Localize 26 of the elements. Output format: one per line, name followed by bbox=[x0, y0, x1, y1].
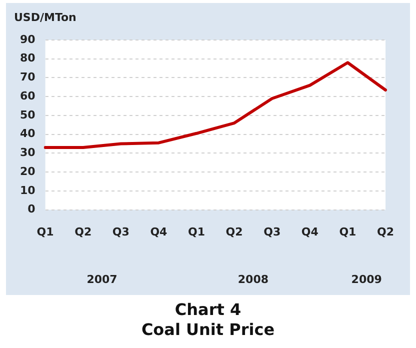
y-tick-label: 80 bbox=[20, 52, 36, 65]
y-tick-label: 30 bbox=[20, 146, 36, 160]
x-tick-label: Q3 bbox=[264, 225, 281, 238]
x-tick-label: Q2 bbox=[226, 225, 243, 238]
y-axis-title: USD/MTon bbox=[14, 10, 76, 24]
x-tick-label: Q4 bbox=[301, 225, 319, 238]
x-tick-label: Q4 bbox=[150, 225, 168, 238]
text: 2007 bbox=[86, 272, 118, 286]
y-tick-label: 10 bbox=[20, 184, 36, 197]
y-tick-label: 40 bbox=[20, 127, 36, 140]
x-tick-label: Q2 bbox=[376, 225, 394, 238]
text: Chart 4 bbox=[174, 300, 242, 320]
text: Coal Unit Price bbox=[140, 320, 276, 340]
text: 2009 bbox=[351, 272, 382, 286]
y-tick-label: 70 bbox=[20, 70, 36, 84]
text: 2008 bbox=[238, 272, 269, 286]
y-tick-label: 20 bbox=[20, 164, 36, 178]
x-tick-label: Q2 bbox=[74, 225, 92, 238]
x-tick-label: Q1 bbox=[36, 225, 54, 238]
x-tick-label: Q1 bbox=[188, 225, 206, 238]
y-tick-label: 60 bbox=[20, 89, 36, 102]
y-tick-label: 50 bbox=[20, 108, 36, 122]
x-tick-label: Q3 bbox=[112, 225, 130, 238]
x-tick-label: Q1 bbox=[339, 225, 356, 238]
y-tick-label: 90 bbox=[20, 32, 36, 46]
y-tick-label: 0 bbox=[28, 202, 36, 216]
